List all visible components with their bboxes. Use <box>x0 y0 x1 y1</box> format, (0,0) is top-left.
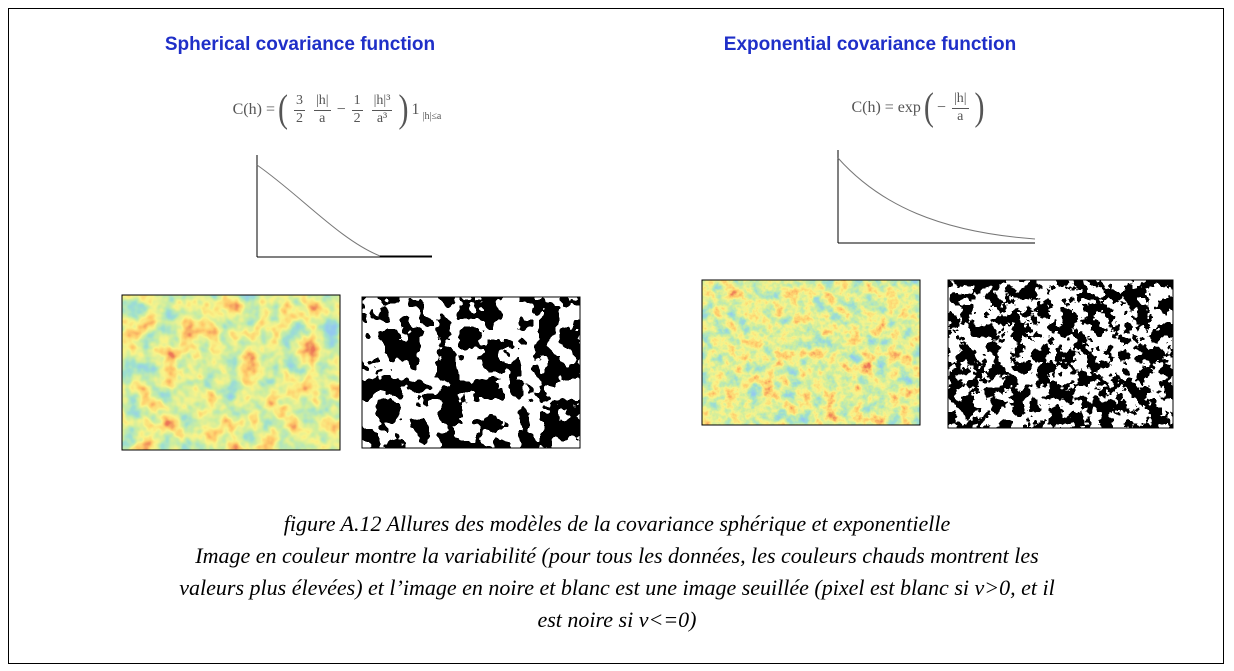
caption-line: figure A.12 Allures des modèles de la co… <box>283 511 951 536</box>
caption-line: valeurs plus élevées) et l’image en noir… <box>179 575 1055 600</box>
formula: C(h) = exp(− |h| a) <box>668 86 1168 130</box>
formula-part: 1 <box>411 101 420 118</box>
caption-line: est noire si v<=0) <box>537 607 697 632</box>
formula-part: − <box>936 99 946 116</box>
numerator: 1 <box>351 93 363 111</box>
denominator: 2 <box>295 110 303 126</box>
caption-line: Image en couleur montre la variabilité (… <box>195 543 1039 568</box>
numerator: 3 <box>293 93 305 111</box>
formula-part: C(h) = exp <box>851 99 921 116</box>
formula-part: ( <box>277 87 288 131</box>
formula-part: − <box>336 101 346 118</box>
denominator: a <box>319 110 326 126</box>
denominator: a <box>957 108 964 124</box>
spherical-curve-plot <box>256 155 432 258</box>
numerator: |h|³ <box>371 93 393 111</box>
denominator: 2 <box>353 110 361 126</box>
fraction: |h| a <box>951 91 969 124</box>
numerator: |h| <box>951 91 969 109</box>
subscript: |h|≤a <box>422 110 442 122</box>
exponential-curve-plot <box>837 150 1036 244</box>
formula: C(h) =(3 2 |h| a −1 2 |h|³ a³) 1 |h|≤a <box>87 88 587 132</box>
formula-part: C(h) = <box>232 101 275 118</box>
fraction: |h|³ a³ <box>371 93 393 126</box>
panel-title: Exponential covariance function <box>723 34 1017 55</box>
formula-part: ) <box>398 87 409 131</box>
formula-part: ( <box>923 85 934 129</box>
figure-frame <box>8 8 1224 664</box>
binary-field-image <box>948 280 1173 428</box>
color-field-image <box>702 280 920 425</box>
denominator: a³ <box>376 110 388 126</box>
fraction: |h| a <box>313 93 331 126</box>
binary-field-image <box>362 297 580 448</box>
formula-part: ) <box>974 85 985 129</box>
numerator: |h| <box>313 93 331 111</box>
panel-title: Spherical covariance function <box>164 34 436 55</box>
color-field-image <box>122 295 340 450</box>
